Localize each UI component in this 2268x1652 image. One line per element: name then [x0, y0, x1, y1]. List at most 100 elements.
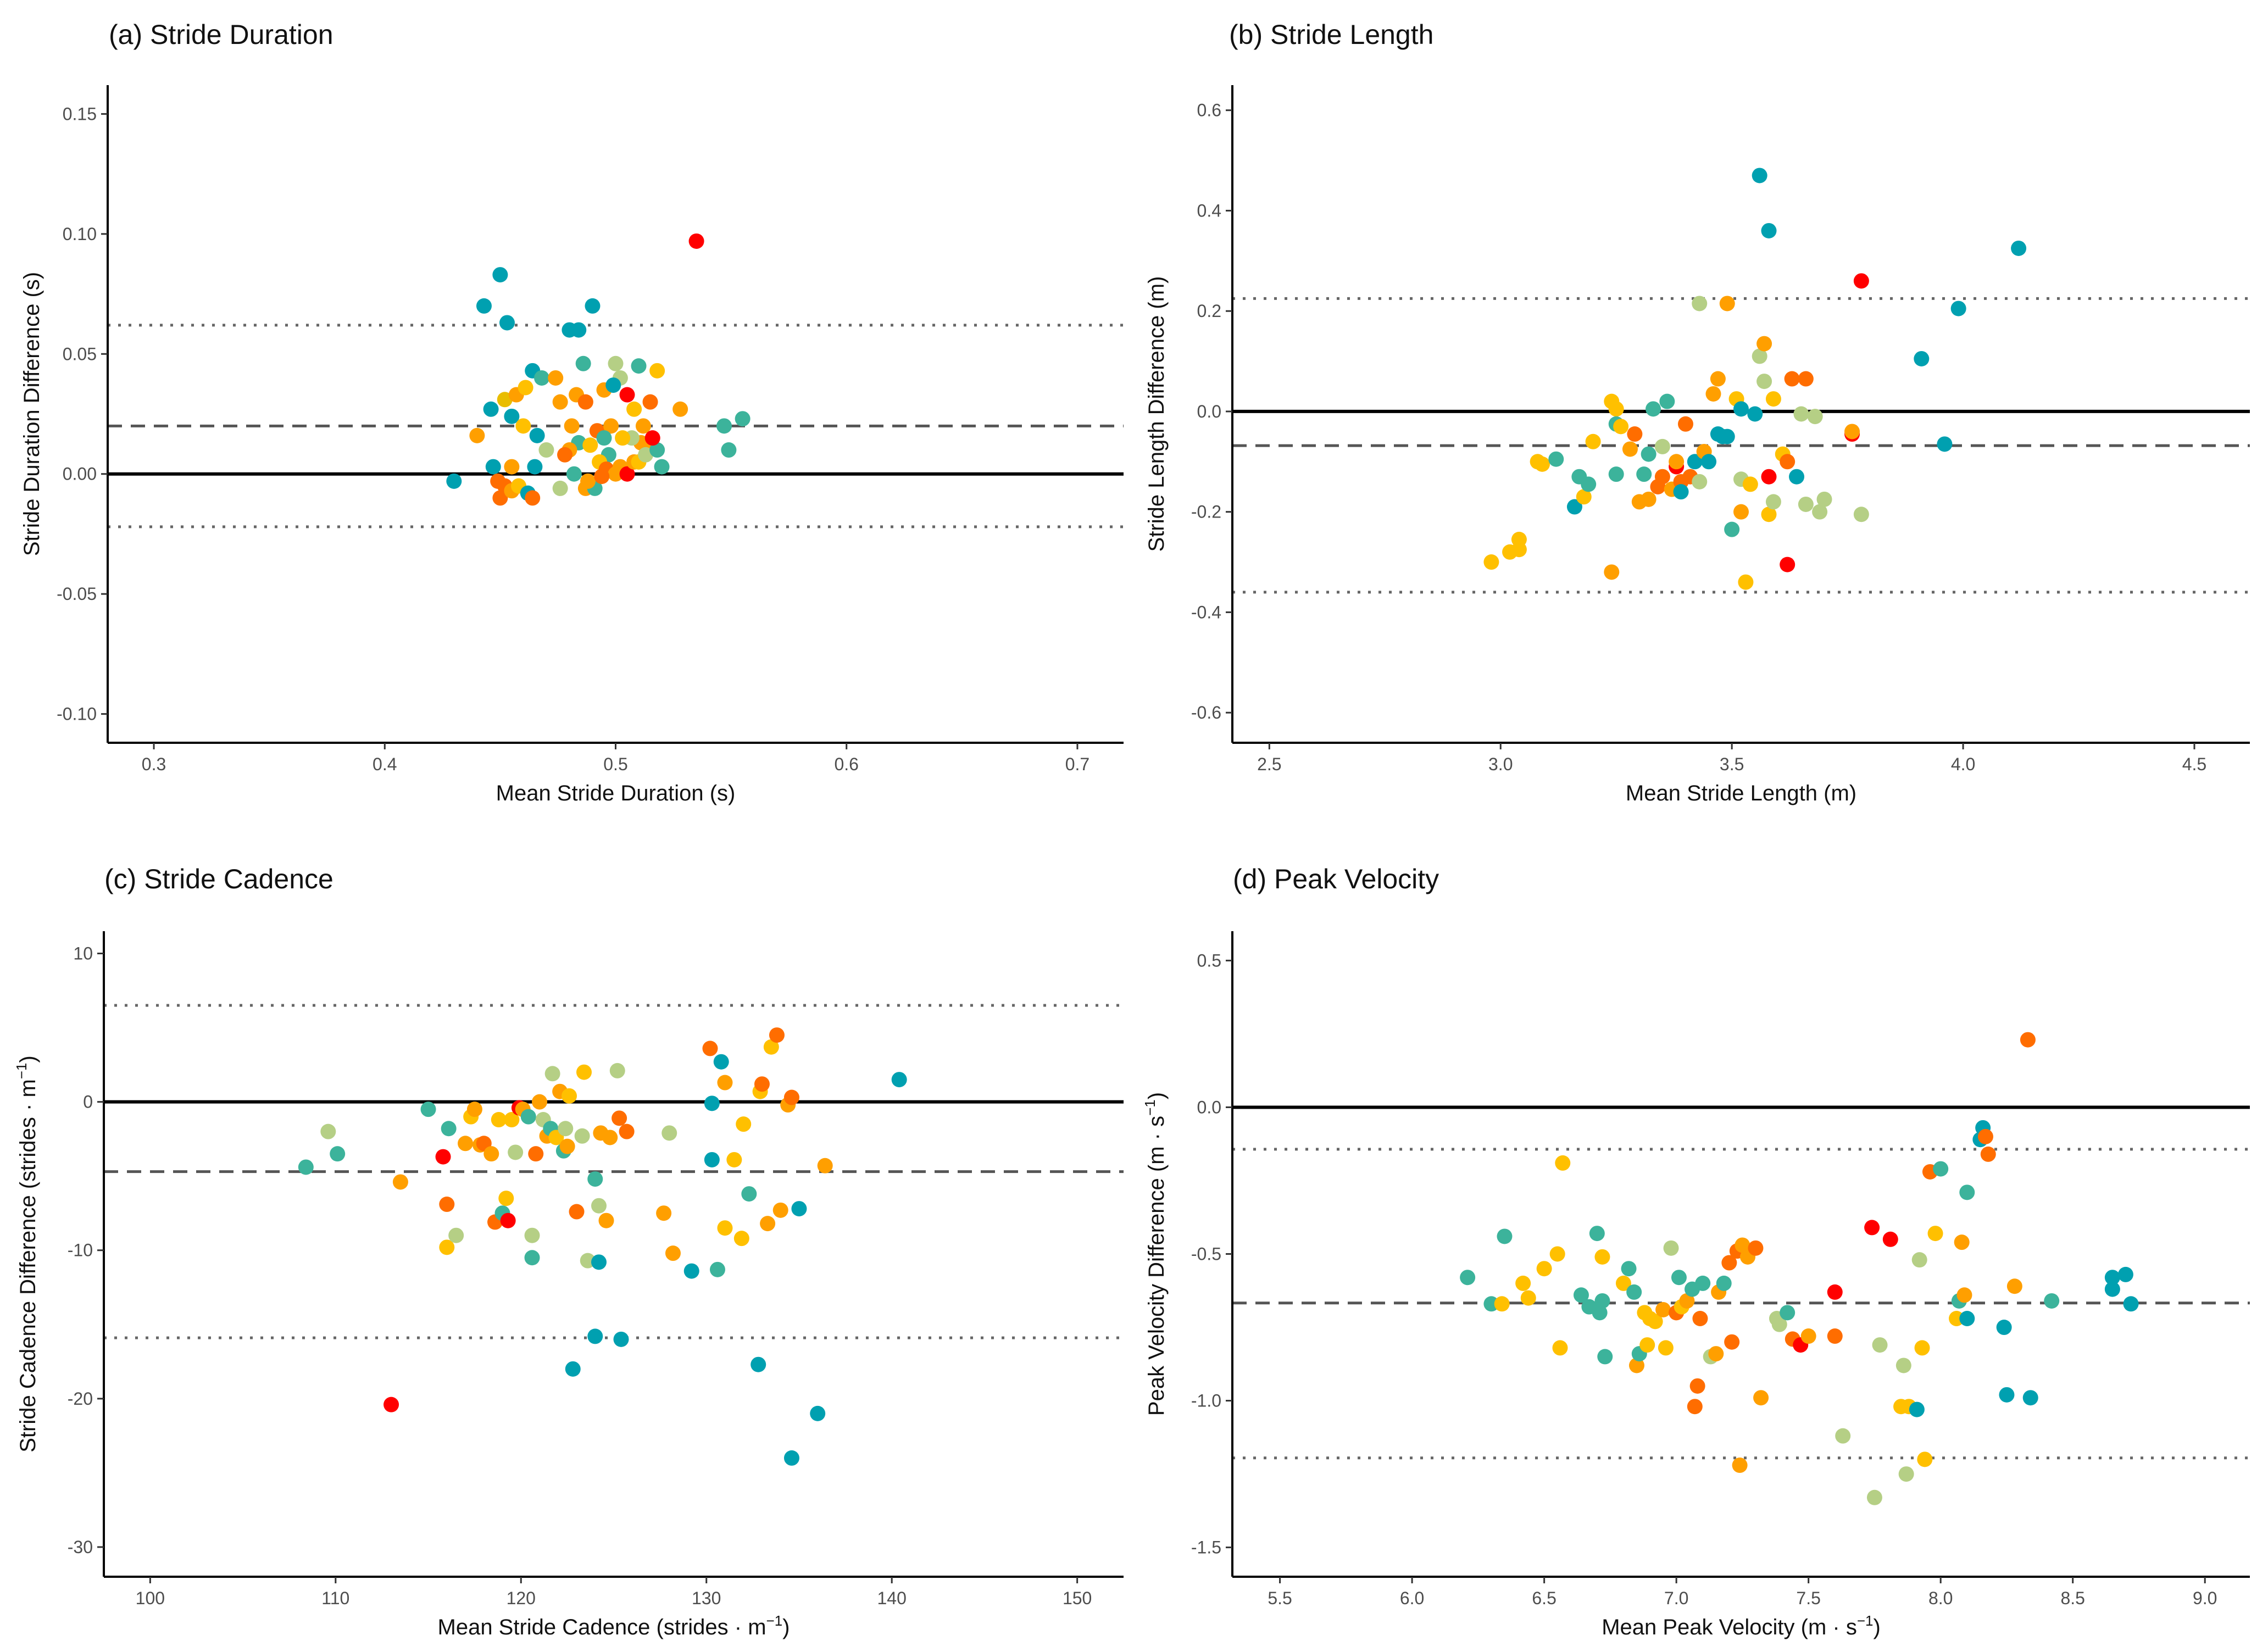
- data-point: [1999, 1387, 2015, 1403]
- x-tick-label: 9.0: [2193, 1588, 2217, 1608]
- data-point: [1639, 1337, 1655, 1353]
- data-point: [1719, 296, 1735, 312]
- data-point: [635, 418, 651, 434]
- data-point: [1719, 429, 1735, 444]
- data-point: [1784, 371, 1800, 387]
- y-tick-label: -20: [68, 1389, 93, 1409]
- data-point: [525, 490, 541, 506]
- panel-title: (b) Stride Length: [1229, 19, 1433, 50]
- y-tick-label: 0.00: [63, 464, 97, 484]
- data-point: [1748, 1240, 1764, 1256]
- x-tick-label: 5.5: [1268, 1588, 1292, 1608]
- data-point: [1692, 1311, 1708, 1326]
- data-point: [504, 1112, 520, 1128]
- y-tick-label: 0.6: [1197, 101, 1221, 120]
- x-tick-label: 8.0: [1928, 1588, 1953, 1608]
- data-point: [1692, 474, 1708, 490]
- x-tick-label: 150: [1063, 1588, 1092, 1608]
- data-point: [564, 418, 580, 434]
- data-point: [587, 1171, 603, 1187]
- data-point: [619, 1123, 635, 1139]
- data-point: [1827, 1284, 1843, 1300]
- x-tick-label: 130: [692, 1588, 721, 1608]
- data-point: [2104, 1281, 2120, 1297]
- data-point: [741, 1186, 757, 1202]
- data-point: [527, 459, 543, 475]
- data-point: [1835, 1428, 1851, 1444]
- data-point: [1497, 1228, 1513, 1244]
- data-point: [524, 1250, 540, 1266]
- data-point: [1549, 1246, 1565, 1262]
- data-point: [1721, 1255, 1737, 1271]
- data-point: [1927, 1226, 1943, 1242]
- data-point: [613, 1331, 629, 1347]
- data-point: [2006, 1278, 2022, 1294]
- data-point: [626, 401, 642, 417]
- x-tick-label: 6.5: [1532, 1588, 1556, 1608]
- data-point: [591, 1254, 607, 1270]
- data-point: [528, 1146, 544, 1162]
- data-point: [524, 1227, 540, 1243]
- data-point: [1576, 489, 1592, 505]
- y-tick-label: 0.0: [1197, 1097, 1221, 1117]
- data-point: [733, 1231, 749, 1247]
- data-point: [754, 1076, 770, 1092]
- y-tick-label: -1.0: [1191, 1391, 1221, 1411]
- data-point: [2117, 1266, 2133, 1282]
- data-point: [605, 377, 621, 393]
- data-point: [1789, 469, 1805, 485]
- data-point: [483, 1146, 499, 1162]
- data-point: [383, 1397, 399, 1412]
- data-point: [1866, 1489, 1882, 1505]
- data-point: [1980, 1146, 1996, 1162]
- data-point: [649, 442, 665, 458]
- x-tick-label: 7.0: [1664, 1588, 1688, 1608]
- data-point: [598, 1212, 614, 1228]
- data-point: [515, 418, 531, 434]
- data-point: [558, 1121, 574, 1137]
- data-point: [448, 1227, 464, 1243]
- data-point: [1756, 336, 1772, 352]
- data-point: [576, 1064, 592, 1080]
- data-point: [735, 411, 751, 427]
- data-point: [320, 1123, 336, 1139]
- y-tick-label: 0.2: [1197, 301, 1221, 321]
- data-point: [492, 490, 508, 506]
- data-point: [1733, 401, 1749, 417]
- x-axis-label: Mean Stride Length (m): [1626, 781, 1856, 805]
- data-point: [582, 437, 598, 453]
- data-point: [466, 1102, 482, 1117]
- data-point: [1692, 296, 1708, 312]
- data-point: [704, 1095, 720, 1111]
- data-point: [591, 1198, 607, 1214]
- data-point: [1933, 1161, 1949, 1177]
- data-point: [1909, 1401, 1925, 1417]
- panel-stride-cadence: (c) Stride Cadence 100 110 120 130 140 150100…: [13, 864, 1124, 1639]
- data-point: [1977, 1128, 1993, 1144]
- data-point: [760, 1216, 776, 1232]
- data-point: [721, 442, 737, 458]
- axes: 5.5 6.0 6.5 7.0 7.5 8.0 8.5 9.0 0.5 0.0 -0.5 -1.0 -1…: [1191, 931, 2250, 1608]
- data-point: [1735, 1237, 1750, 1253]
- data-point: [1765, 391, 1781, 407]
- data-point: [498, 1191, 514, 1206]
- data-point: [1724, 1334, 1740, 1350]
- y-axis-label: Stride Cadence Difference (strides · m−1…: [13, 1055, 40, 1453]
- data-point: [504, 459, 520, 475]
- data-point: [1628, 1358, 1644, 1373]
- data-point: [1812, 504, 1828, 520]
- data-point: [1959, 1311, 1975, 1326]
- data-point: [1669, 454, 1685, 470]
- data-point: [1761, 223, 1777, 238]
- data-point: [1621, 1261, 1637, 1277]
- data-point: [644, 430, 660, 446]
- data-point: [504, 408, 520, 424]
- data-point: [1800, 1328, 1816, 1344]
- data-point: [559, 1138, 575, 1154]
- data-point: [446, 473, 462, 489]
- data-point: [662, 1125, 677, 1141]
- data-point: [538, 442, 554, 458]
- data-point: [1705, 386, 1721, 402]
- x-tick-label: 6.0: [1400, 1588, 1424, 1608]
- data-point: [713, 1054, 729, 1070]
